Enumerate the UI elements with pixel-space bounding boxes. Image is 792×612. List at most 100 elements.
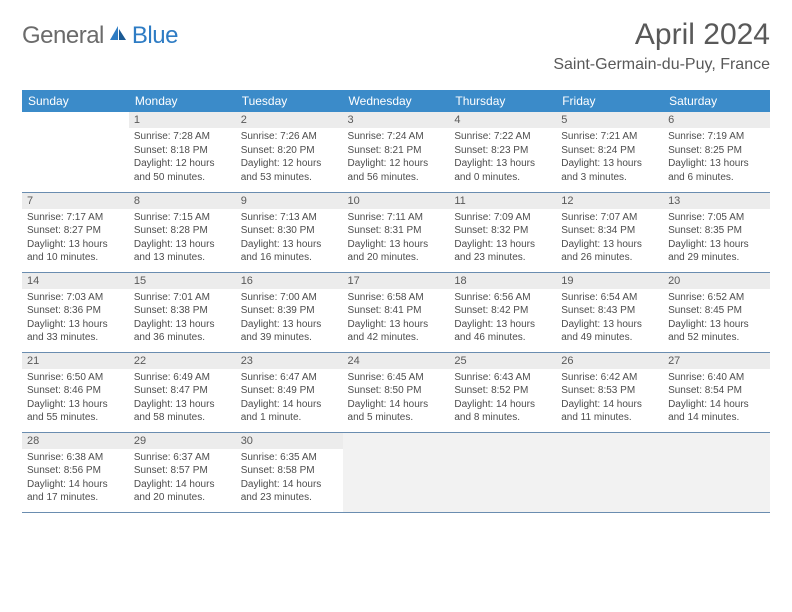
sunrise-text: Sunrise: 7:17 AM <box>27 211 124 225</box>
calendar-day-cell: 10Sunrise: 7:11 AMSunset: 8:31 PMDayligh… <box>343 192 450 272</box>
weekday-header: Friday <box>556 90 663 112</box>
day-number: 12 <box>556 193 663 209</box>
daylight-text: Daylight: 14 hours and 14 minutes. <box>668 398 765 425</box>
sunset-text: Sunset: 8:35 PM <box>668 224 765 238</box>
day-details: Sunrise: 7:22 AMSunset: 8:23 PMDaylight:… <box>449 128 556 188</box>
calendar-day-cell: 17Sunrise: 6:58 AMSunset: 8:41 PMDayligh… <box>343 272 450 352</box>
sunrise-text: Sunrise: 7:13 AM <box>241 211 338 225</box>
day-number: 5 <box>556 112 663 128</box>
day-number: 14 <box>22 273 129 289</box>
daylight-text: Daylight: 13 hours and 23 minutes. <box>454 238 551 265</box>
month-title: April 2024 <box>553 18 770 52</box>
day-details: Sunrise: 6:43 AMSunset: 8:52 PMDaylight:… <box>449 369 556 429</box>
day-number: 25 <box>449 353 556 369</box>
sunset-text: Sunset: 8:43 PM <box>561 304 658 318</box>
sunrise-text: Sunrise: 6:35 AM <box>241 451 338 465</box>
day-number: 26 <box>556 353 663 369</box>
sunset-text: Sunset: 8:36 PM <box>27 304 124 318</box>
day-details: Sunrise: 7:00 AMSunset: 8:39 PMDaylight:… <box>236 289 343 349</box>
day-details: Sunrise: 7:28 AMSunset: 8:18 PMDaylight:… <box>129 128 236 188</box>
sunrise-text: Sunrise: 7:01 AM <box>134 291 231 305</box>
day-details: Sunrise: 7:21 AMSunset: 8:24 PMDaylight:… <box>556 128 663 188</box>
sunrise-text: Sunrise: 7:07 AM <box>561 211 658 225</box>
calendar-day-cell: 28Sunrise: 6:38 AMSunset: 8:56 PMDayligh… <box>22 432 129 512</box>
weekday-header: Saturday <box>663 90 770 112</box>
calendar-week-row: 21Sunrise: 6:50 AMSunset: 8:46 PMDayligh… <box>22 352 770 432</box>
sunrise-text: Sunrise: 7:00 AM <box>241 291 338 305</box>
sunrise-text: Sunrise: 7:11 AM <box>348 211 445 225</box>
calendar-day-cell: 20Sunrise: 6:52 AMSunset: 8:45 PMDayligh… <box>663 272 770 352</box>
daylight-text: Daylight: 13 hours and 39 minutes. <box>241 318 338 345</box>
daylight-text: Daylight: 13 hours and 13 minutes. <box>134 238 231 265</box>
day-details: Sunrise: 6:50 AMSunset: 8:46 PMDaylight:… <box>22 369 129 429</box>
calendar-day-cell: 9Sunrise: 7:13 AMSunset: 8:30 PMDaylight… <box>236 192 343 272</box>
sunrise-text: Sunrise: 6:50 AM <box>27 371 124 385</box>
calendar-day-cell: 15Sunrise: 7:01 AMSunset: 8:38 PMDayligh… <box>129 272 236 352</box>
daylight-text: Daylight: 13 hours and 49 minutes. <box>561 318 658 345</box>
day-details: Sunrise: 7:17 AMSunset: 8:27 PMDaylight:… <box>22 209 129 269</box>
day-details: Sunrise: 7:24 AMSunset: 8:21 PMDaylight:… <box>343 128 450 188</box>
sunset-text: Sunset: 8:47 PM <box>134 384 231 398</box>
sunset-text: Sunset: 8:32 PM <box>454 224 551 238</box>
calendar-day-cell: 4Sunrise: 7:22 AMSunset: 8:23 PMDaylight… <box>449 112 556 192</box>
sunrise-text: Sunrise: 7:15 AM <box>134 211 231 225</box>
sunrise-text: Sunrise: 6:58 AM <box>348 291 445 305</box>
day-details: Sunrise: 6:45 AMSunset: 8:50 PMDaylight:… <box>343 369 450 429</box>
day-number: 22 <box>129 353 236 369</box>
calendar-day-cell: . <box>343 432 450 512</box>
day-number: 23 <box>236 353 343 369</box>
day-number: 9 <box>236 193 343 209</box>
sunrise-text: Sunrise: 6:38 AM <box>27 451 124 465</box>
weekday-header: Tuesday <box>236 90 343 112</box>
day-details: Sunrise: 6:54 AMSunset: 8:43 PMDaylight:… <box>556 289 663 349</box>
daylight-text: Daylight: 14 hours and 8 minutes. <box>454 398 551 425</box>
daylight-text: Daylight: 13 hours and 10 minutes. <box>27 238 124 265</box>
day-details: Sunrise: 6:35 AMSunset: 8:58 PMDaylight:… <box>236 449 343 509</box>
day-number: 21 <box>22 353 129 369</box>
sunrise-text: Sunrise: 7:24 AM <box>348 130 445 144</box>
daylight-text: Daylight: 14 hours and 17 minutes. <box>27 478 124 505</box>
sunrise-text: Sunrise: 7:19 AM <box>668 130 765 144</box>
day-number: 19 <box>556 273 663 289</box>
day-number: 27 <box>663 353 770 369</box>
day-number: 30 <box>236 433 343 449</box>
daylight-text: Daylight: 13 hours and 42 minutes. <box>348 318 445 345</box>
day-number: 15 <box>129 273 236 289</box>
sunset-text: Sunset: 8:58 PM <box>241 464 338 478</box>
day-details: Sunrise: 6:52 AMSunset: 8:45 PMDaylight:… <box>663 289 770 349</box>
sunrise-text: Sunrise: 7:26 AM <box>241 130 338 144</box>
calendar-day-cell: 18Sunrise: 6:56 AMSunset: 8:42 PMDayligh… <box>449 272 556 352</box>
sunrise-text: Sunrise: 6:52 AM <box>668 291 765 305</box>
day-details: Sunrise: 7:05 AMSunset: 8:35 PMDaylight:… <box>663 209 770 269</box>
daylight-text: Daylight: 12 hours and 50 minutes. <box>134 157 231 184</box>
sunrise-text: Sunrise: 6:40 AM <box>668 371 765 385</box>
sunset-text: Sunset: 8:41 PM <box>348 304 445 318</box>
day-number: 10 <box>343 193 450 209</box>
calendar-day-cell: 12Sunrise: 7:07 AMSunset: 8:34 PMDayligh… <box>556 192 663 272</box>
calendar-day-cell: 29Sunrise: 6:37 AMSunset: 8:57 PMDayligh… <box>129 432 236 512</box>
day-details: Sunrise: 7:19 AMSunset: 8:25 PMDaylight:… <box>663 128 770 188</box>
sunrise-text: Sunrise: 7:22 AM <box>454 130 551 144</box>
sunrise-text: Sunrise: 6:37 AM <box>134 451 231 465</box>
calendar-day-cell: . <box>556 432 663 512</box>
sunset-text: Sunset: 8:50 PM <box>348 384 445 398</box>
calendar-day-cell: 19Sunrise: 6:54 AMSunset: 8:43 PMDayligh… <box>556 272 663 352</box>
sunrise-text: Sunrise: 7:21 AM <box>561 130 658 144</box>
day-number: 16 <box>236 273 343 289</box>
day-details: Sunrise: 6:37 AMSunset: 8:57 PMDaylight:… <box>129 449 236 509</box>
calendar-day-cell: 2Sunrise: 7:26 AMSunset: 8:20 PMDaylight… <box>236 112 343 192</box>
logo-sail-icon <box>108 24 128 49</box>
daylight-text: Daylight: 14 hours and 1 minute. <box>241 398 338 425</box>
day-details: Sunrise: 7:15 AMSunset: 8:28 PMDaylight:… <box>129 209 236 269</box>
day-details: Sunrise: 6:42 AMSunset: 8:53 PMDaylight:… <box>556 369 663 429</box>
day-number: 29 <box>129 433 236 449</box>
calendar-day-cell: 1Sunrise: 7:28 AMSunset: 8:18 PMDaylight… <box>129 112 236 192</box>
sunset-text: Sunset: 8:54 PM <box>668 384 765 398</box>
day-details: Sunrise: 6:47 AMSunset: 8:49 PMDaylight:… <box>236 369 343 429</box>
calendar-day-cell: . <box>22 112 129 192</box>
calendar-day-cell: 25Sunrise: 6:43 AMSunset: 8:52 PMDayligh… <box>449 352 556 432</box>
day-details: Sunrise: 7:11 AMSunset: 8:31 PMDaylight:… <box>343 209 450 269</box>
sunset-text: Sunset: 8:28 PM <box>134 224 231 238</box>
day-details: Sunrise: 7:03 AMSunset: 8:36 PMDaylight:… <box>22 289 129 349</box>
sunrise-text: Sunrise: 7:09 AM <box>454 211 551 225</box>
